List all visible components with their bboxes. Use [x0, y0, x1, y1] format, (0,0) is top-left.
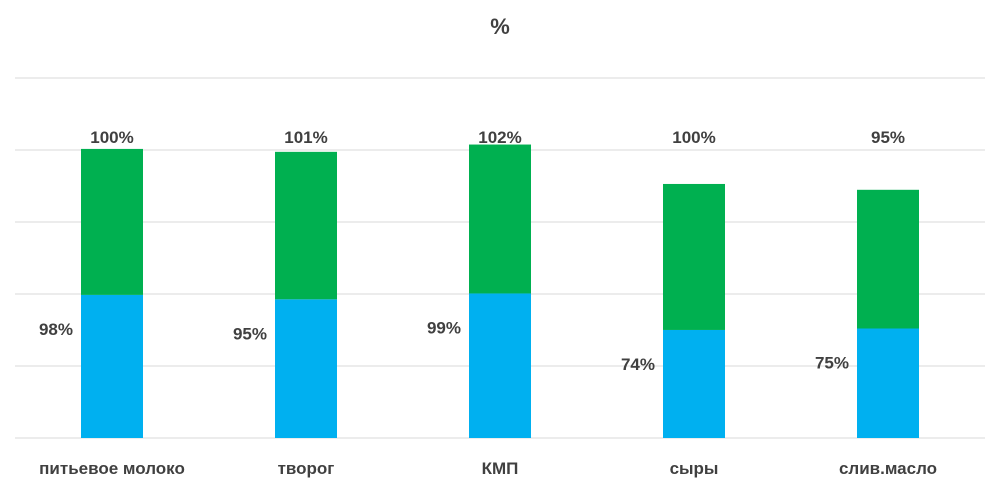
data-label: 75%: [815, 354, 849, 373]
bar-segment-1: [469, 293, 531, 438]
data-label: 95%: [233, 324, 267, 343]
x-tick-label: сыры: [670, 459, 719, 478]
bar-segment-2: [81, 148, 143, 295]
bar-segment-1: [275, 299, 337, 438]
data-label: 98%: [39, 320, 73, 339]
x-tick-label: питьевое молоко: [39, 459, 185, 478]
bar-segment-2: [857, 189, 919, 329]
data-label: 100%: [90, 128, 133, 147]
data-label: 95%: [871, 128, 905, 147]
bar-segment-1: [857, 328, 919, 438]
bar-segment-2: [275, 151, 337, 300]
bar-segment-2: [469, 144, 531, 294]
x-tick-label: КМП: [482, 459, 519, 478]
data-label: 101%: [284, 128, 327, 147]
x-tick-label: творог: [278, 459, 335, 478]
bar-segment-1: [81, 294, 143, 438]
data-label: 100%: [672, 128, 715, 147]
bar-segment-1: [663, 329, 725, 438]
chart-title: %: [490, 14, 510, 39]
data-label: 102%: [478, 128, 521, 147]
x-tick-label: слив.масло: [839, 459, 937, 478]
data-label: 74%: [621, 355, 655, 374]
bar-segment-2: [663, 183, 725, 330]
data-label: 99%: [427, 318, 461, 337]
